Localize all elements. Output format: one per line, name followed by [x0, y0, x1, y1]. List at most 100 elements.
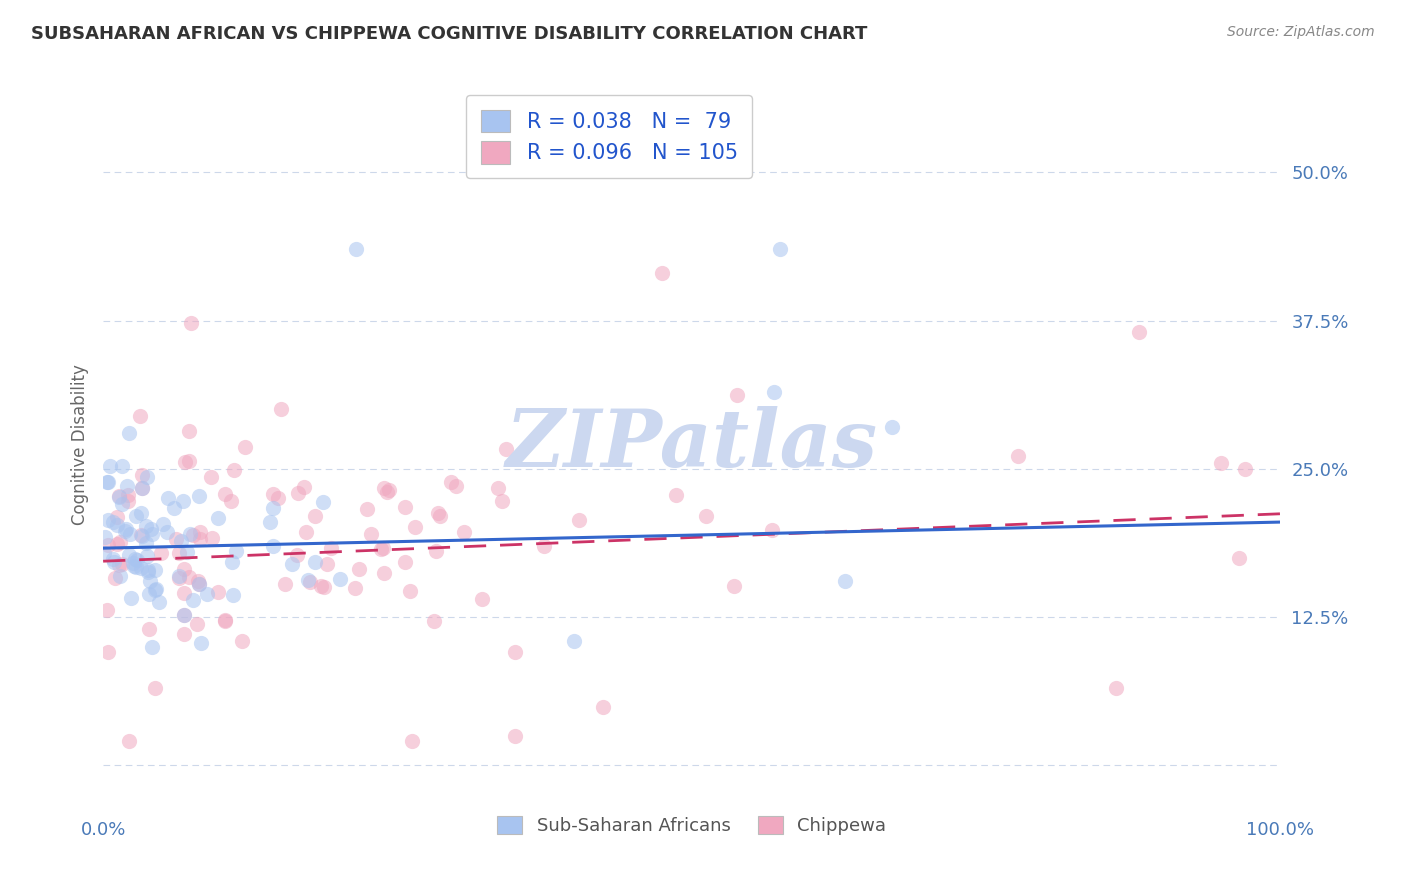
Point	[117, 494, 139, 508]
Point	[319, 541, 342, 556]
Point	[292, 479, 315, 493]
Point	[453, 524, 475, 539]
Point	[312, 495, 335, 509]
Point	[145, 583, 167, 598]
Point	[96, 645, 118, 659]
Point	[567, 512, 589, 526]
Point	[761, 524, 783, 538]
Point	[97, 512, 120, 526]
Point	[373, 481, 395, 495]
Point	[423, 614, 446, 628]
Point	[329, 572, 352, 586]
Point	[163, 501, 186, 516]
Point	[125, 509, 148, 524]
Point	[103, 555, 125, 569]
Point	[105, 537, 128, 551]
Point	[110, 458, 132, 473]
Point	[298, 575, 321, 590]
Point	[125, 553, 148, 567]
Point	[404, 520, 426, 534]
Point	[108, 569, 131, 583]
Point	[115, 523, 138, 537]
Point	[373, 566, 395, 581]
Point	[394, 555, 416, 569]
Point	[401, 734, 423, 748]
Point	[167, 569, 190, 583]
Point	[426, 506, 449, 520]
Point	[173, 607, 195, 622]
Point	[505, 645, 527, 659]
Text: SUBSAHARAN AFRICAN VS CHIPPEWA COGNITIVE DISABILITY CORRELATION CHART: SUBSAHARAN AFRICAN VS CHIPPEWA COGNITIVE…	[31, 25, 868, 43]
Point	[651, 266, 673, 280]
Point	[592, 700, 614, 714]
Point	[118, 548, 141, 562]
Point	[131, 528, 153, 542]
Point	[834, 574, 856, 589]
Point	[187, 574, 209, 589]
Point	[103, 515, 125, 529]
Point	[344, 581, 367, 595]
Point	[125, 560, 148, 574]
Point	[1211, 456, 1233, 470]
Point	[145, 563, 167, 577]
Point	[148, 595, 170, 609]
Point	[377, 483, 399, 498]
Point	[114, 524, 136, 538]
Text: ZIPatlas: ZIPatlas	[506, 406, 877, 483]
Point	[370, 542, 392, 557]
Point	[150, 546, 173, 560]
Point	[98, 459, 121, 474]
Point	[214, 613, 236, 627]
Point	[371, 541, 394, 555]
Point	[188, 532, 211, 546]
Point	[1234, 461, 1257, 475]
Point	[188, 524, 211, 539]
Point	[131, 482, 153, 496]
Point	[145, 582, 167, 596]
Point	[139, 522, 162, 536]
Point	[398, 583, 420, 598]
Point	[491, 494, 513, 508]
Point	[135, 519, 157, 533]
Point	[190, 635, 212, 649]
Point	[105, 510, 128, 524]
Point	[356, 501, 378, 516]
Point	[111, 497, 134, 511]
Point	[880, 420, 903, 434]
Point	[195, 587, 218, 601]
Point	[124, 552, 146, 566]
Point	[360, 527, 382, 541]
Point	[139, 574, 162, 588]
Point	[172, 493, 194, 508]
Point	[108, 535, 131, 549]
Point	[214, 487, 236, 501]
Point	[141, 640, 163, 654]
Point	[138, 586, 160, 600]
Point	[187, 577, 209, 591]
Point	[143, 681, 166, 695]
Point	[214, 614, 236, 628]
Point	[108, 491, 131, 505]
Point	[440, 475, 463, 489]
Point	[188, 577, 211, 591]
Point	[201, 532, 224, 546]
Point	[347, 562, 370, 576]
Point	[105, 518, 128, 533]
Point	[375, 485, 398, 500]
Point	[97, 538, 120, 552]
Point	[152, 517, 174, 532]
Point	[173, 562, 195, 576]
Y-axis label: Cognitive Disability: Cognitive Disability	[72, 365, 89, 525]
Point	[96, 475, 118, 490]
Point	[121, 556, 143, 570]
Point	[156, 491, 179, 505]
Point	[179, 424, 201, 438]
Point	[725, 388, 748, 402]
Point	[1128, 326, 1150, 340]
Point	[179, 526, 201, 541]
Point	[180, 316, 202, 330]
Point	[101, 552, 124, 566]
Point	[444, 479, 467, 493]
Point	[117, 488, 139, 502]
Point	[495, 442, 517, 456]
